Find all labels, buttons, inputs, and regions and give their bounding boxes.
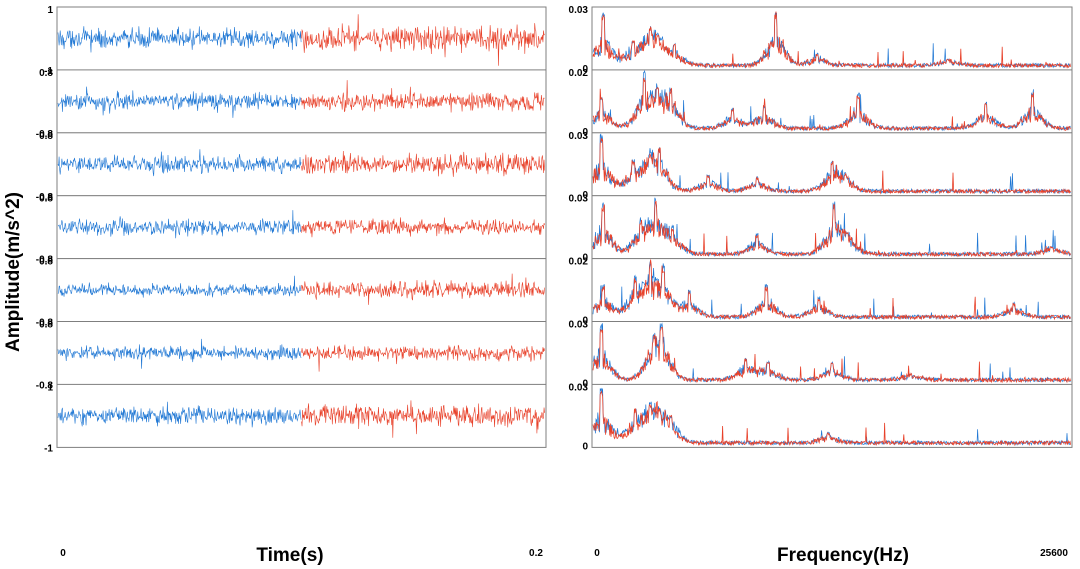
time-xtick-end: 0.2 <box>529 548 543 559</box>
freq-spectrum-second-half <box>592 259 1071 321</box>
time-ytick-top: 1 <box>47 5 53 16</box>
freq-panel-3: 0.03 0 <box>569 131 1073 201</box>
freq-ytick-top: 0.03 <box>569 320 589 331</box>
time-series-second-half <box>301 14 545 66</box>
time-series-first-half <box>57 275 302 298</box>
freq-spectrum-first-half <box>592 69 1071 132</box>
freq-spectrum-first-half <box>592 387 1071 447</box>
time-series-second-half <box>301 344 545 372</box>
freq-ytick-bottom: 0 <box>582 441 588 452</box>
time-series-second-half <box>301 400 545 438</box>
freq-spectrum-second-half <box>592 200 1071 258</box>
time-ytick-bottom: -0.8 <box>36 192 54 203</box>
time-series-first-half <box>57 401 302 428</box>
time-panel-7: 1 -1 <box>44 382 547 454</box>
freq-panel-5: 0.02 0 <box>569 257 1073 327</box>
time-panel-5: 0.8-0.8 <box>36 257 547 329</box>
time-panel-1: 1 -1 <box>44 5 547 77</box>
freq-spectrum-second-half <box>592 138 1071 195</box>
time-panel-2: 0.8-0.8 <box>36 68 547 140</box>
time-series-first-half <box>57 210 302 239</box>
freq-ytick-top: 0.02 <box>569 68 589 79</box>
freq-spectrum-first-half <box>592 133 1071 195</box>
time-x-axis-label: Time(s) <box>256 545 323 566</box>
time-ytick-top: 0.8 <box>39 131 53 142</box>
freq-ytick-bottom: 0 <box>582 127 588 138</box>
freq-panel-1: 0.03 0 <box>569 5 1073 75</box>
freq-ytick-bottom: 0 <box>582 316 588 327</box>
freq-ytick-bottom: 0 <box>582 190 588 201</box>
time-panel-6: 0.8-0.8 <box>36 320 547 392</box>
time-panel-frame <box>56 383 547 448</box>
freq-ytick-top: 0.03 <box>569 5 589 16</box>
freq-spectrum-second-half <box>592 390 1071 447</box>
time-ytick-top: 0.8 <box>39 257 53 268</box>
time-series-first-half <box>57 26 302 53</box>
time-series-second-half <box>301 80 545 113</box>
y-axis-label: Amplitude(m/s^2) <box>3 192 24 352</box>
freq-ytick-top: 0.03 <box>569 382 589 393</box>
freq-spectrum-second-half <box>592 77 1071 132</box>
time-series-second-half <box>301 217 545 238</box>
freq-panel-2: 0.02 0 <box>569 68 1073 138</box>
freq-ytick-bottom: 0 <box>582 379 588 390</box>
time-ytick-top: 1 <box>47 382 53 393</box>
freq-xtick-end: 25600 <box>1040 548 1068 559</box>
time-ytick-top: 0.8 <box>39 68 53 79</box>
time-ytick-bottom: -0.8 <box>36 318 54 329</box>
time-ytick-top: 0.8 <box>39 320 53 331</box>
time-panel-4: 0.8-0.8 <box>36 194 547 266</box>
time-series-first-half <box>57 149 302 177</box>
freq-ytick-top: 0.03 <box>569 194 589 205</box>
freq-panel-6: 0.030 <box>569 320 1073 390</box>
freq-panel-4: 0.03 0 <box>569 194 1073 264</box>
time-xtick-0: 0 <box>60 548 66 559</box>
freq-panel-frame <box>591 6 1073 71</box>
freq-x-axis-label: Frequency(Hz) <box>777 545 909 566</box>
freq-panel-7: 0.030 <box>569 382 1073 452</box>
time-series-second-half <box>301 150 545 177</box>
time-domain-panels: 1-10.8-0.80.8-0.80.8-0.80.8-0.80.8-0.81-… <box>36 5 547 454</box>
time-ytick-top: 0.8 <box>39 194 53 205</box>
freq-ytick-top: 0.02 <box>569 257 589 268</box>
time-panel-frame <box>56 258 547 323</box>
time-ytick-bottom: -0.8 <box>36 381 54 392</box>
time-series-first-half <box>57 86 302 118</box>
freq-panel-frame <box>591 258 1073 323</box>
time-ytick-bottom: -0.8 <box>36 129 54 140</box>
freq-ytick-bottom: 0 <box>582 64 588 75</box>
freq-spectrum-second-half <box>592 327 1071 384</box>
time-series-second-half <box>301 273 545 305</box>
time-panel-3: 0.8-0.8 <box>36 131 547 203</box>
time-ytick-bottom: -0.8 <box>36 255 54 266</box>
freq-spectrum-second-half <box>592 11 1071 69</box>
freq-xtick-0: 0 <box>594 548 600 559</box>
freq-ytick-bottom: 0 <box>582 253 588 264</box>
freq-ytick-top: 0.03 <box>569 131 589 142</box>
time-ytick-bottom: -1 <box>44 443 53 454</box>
freq-panel-frame <box>591 321 1073 385</box>
time-ytick-bottom: -1 <box>44 66 53 77</box>
time-series-first-half <box>57 338 302 369</box>
